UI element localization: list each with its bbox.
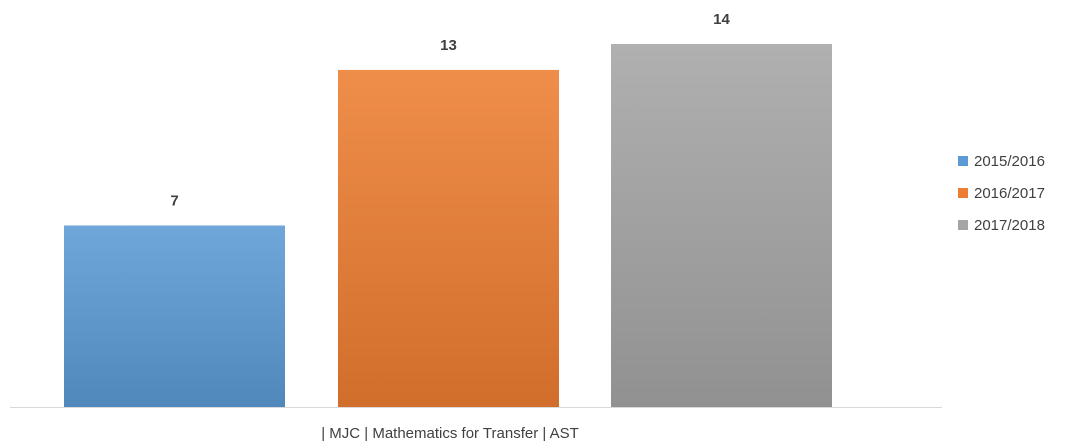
data-label-2017-2018: 14: [713, 11, 730, 28]
legend-label-2017-2018: 2017/2018: [974, 217, 1045, 234]
legend-label-2015-2016: 2015/2016: [974, 153, 1045, 170]
data-label-2015-2016: 7: [170, 193, 178, 210]
data-labels-layer: 7 13 14: [170, 11, 730, 210]
legend-swatch-2017-2018: [958, 220, 968, 230]
category-label: | MJC | Mathematics for Transfer | AST: [321, 425, 579, 442]
bar-2017-2018: [611, 44, 832, 407]
data-label-2016-2017: 13: [440, 37, 457, 54]
legend-label-2016-2017: 2016/2017: [974, 185, 1045, 202]
legend: 2015/2016 2016/2017 2017/2018: [958, 153, 1045, 234]
bars-layer: [64, 44, 832, 407]
bar-2015-2016: [64, 225, 285, 407]
bar-2016-2017: [338, 69, 559, 407]
legend-swatch-2016-2017: [958, 188, 968, 198]
legend-swatch-2015-2016: [958, 156, 968, 166]
